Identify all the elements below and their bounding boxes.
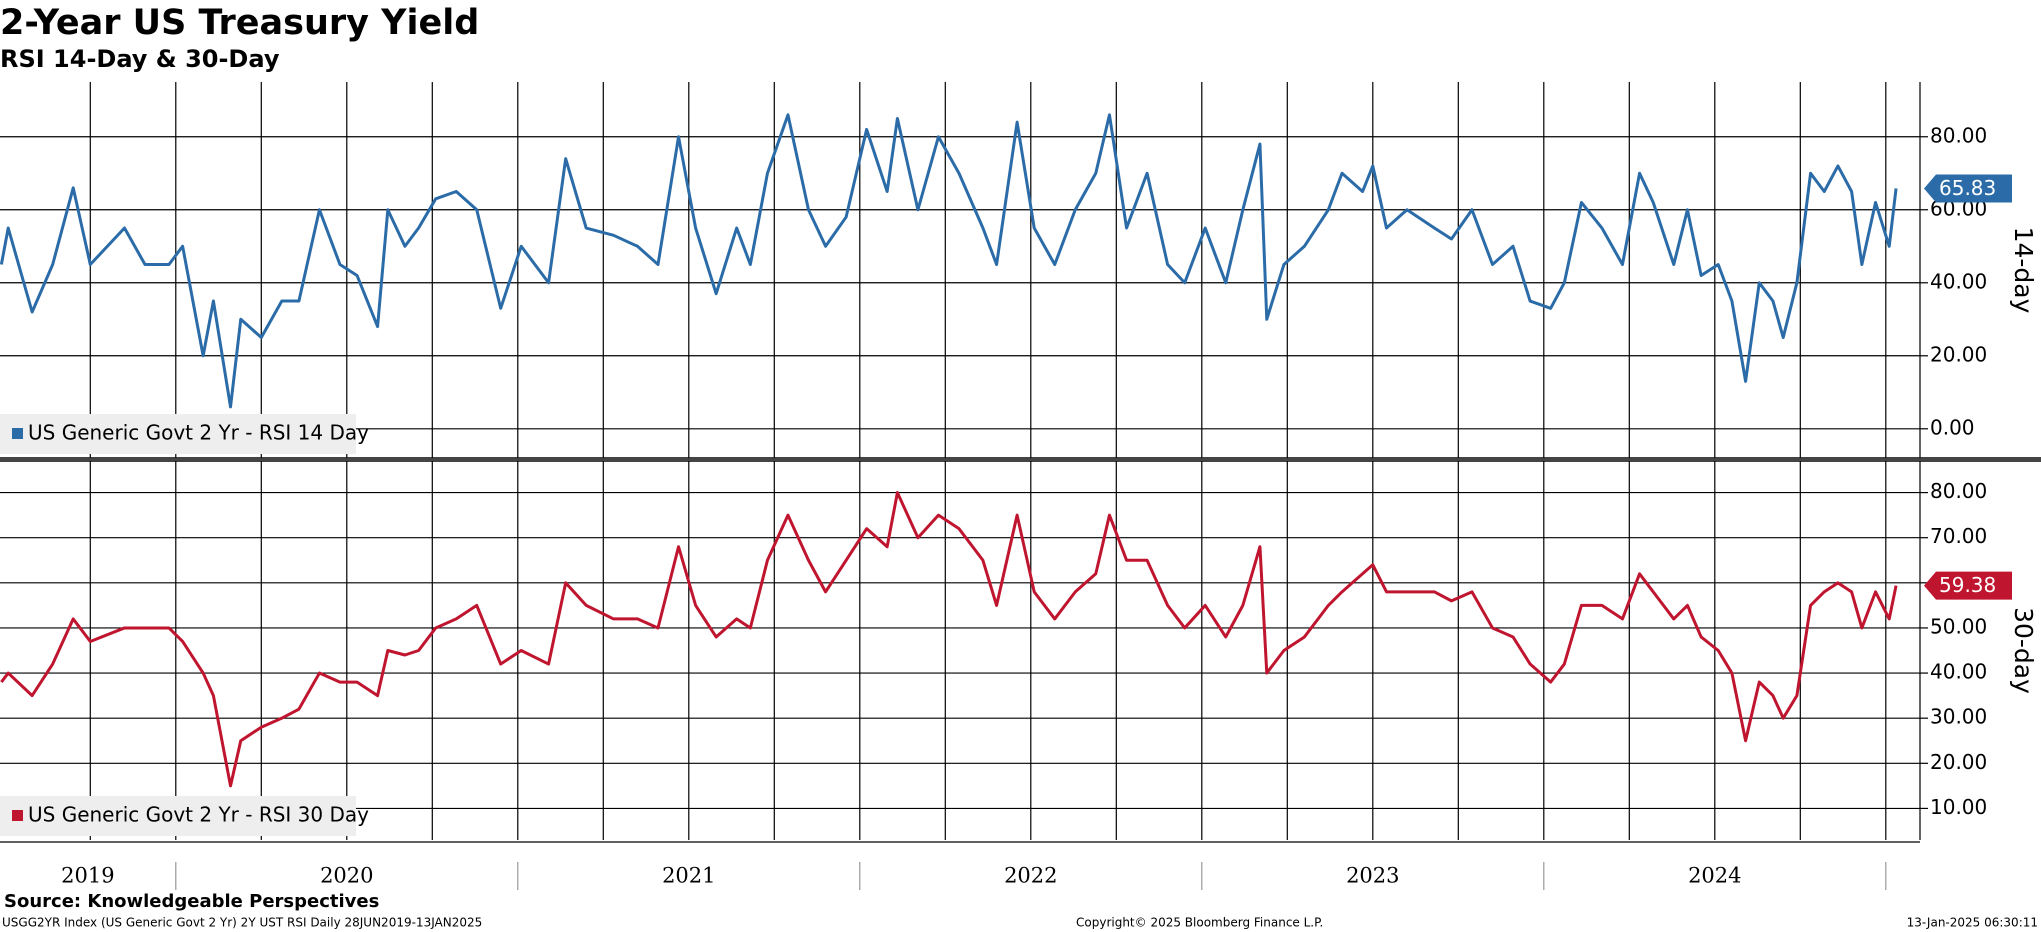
last-value-badge xyxy=(1924,174,2012,203)
last-value-label: 59.38 xyxy=(1939,573,1996,597)
last-value-label: 65.83 xyxy=(1939,176,1996,200)
y-axis-title: 30-day xyxy=(2009,607,2038,694)
y-tick-label: 10.00 xyxy=(1930,795,1987,819)
footer-left: USGG2YR Index (US Generic Govt 2 Yr) 2Y … xyxy=(2,916,482,930)
x-tick-label: 2020 xyxy=(320,864,373,888)
footer-center: Copyright© 2025 Bloomberg Finance L.P. xyxy=(1076,916,1323,930)
line-series xyxy=(0,113,1898,409)
y-tick-label: 20.00 xyxy=(1930,342,1987,366)
y-tick-label: 40.00 xyxy=(1930,269,1987,293)
source: Source: Knowledgeable Perspectives xyxy=(4,891,379,912)
x-tick-label: 2023 xyxy=(1346,864,1399,888)
y-tick-label: 40.00 xyxy=(1930,660,1987,684)
x-tick-label: 2021 xyxy=(662,864,715,888)
legend-swatch xyxy=(12,428,23,439)
x-tick-label: 2019 xyxy=(61,864,114,888)
legend-label: US Generic Govt 2 Yr - RSI 14 Day xyxy=(28,421,369,445)
chart-subtitle: RSI 14-Day & 30-Day xyxy=(0,45,280,73)
legend-box xyxy=(0,414,356,454)
legend-label: US Generic Govt 2 Yr - RSI 30 Day xyxy=(28,803,369,827)
legend-swatch xyxy=(12,810,23,821)
y-tick-label: 0.00 xyxy=(1930,415,1975,439)
y-tick-label: 80.00 xyxy=(1930,123,1987,147)
x-tick-label: 2024 xyxy=(1688,864,1741,888)
y-tick-label: 80.00 xyxy=(1930,479,1987,503)
last-value-badge xyxy=(1924,571,2012,600)
y-tick-label: 50.00 xyxy=(1930,614,1987,638)
y-tick-label: 30.00 xyxy=(1930,705,1987,729)
legend-box xyxy=(0,796,356,836)
y-axis-title: 14-day xyxy=(2009,227,2038,314)
line-series xyxy=(0,491,1898,788)
x-tick-label: 2022 xyxy=(1004,864,1057,888)
chart-title: 2-Year US Treasury Yield xyxy=(0,3,479,43)
footer-right: 13-Jan-2025 06:30:11 xyxy=(1907,916,2038,930)
y-tick-label: 20.00 xyxy=(1930,750,1987,774)
y-tick-label: 70.00 xyxy=(1930,524,1987,548)
